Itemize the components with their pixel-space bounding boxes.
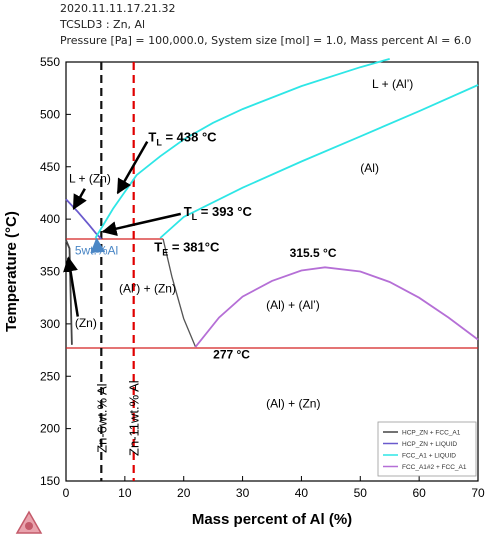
annotation-4: (Zn) (75, 316, 97, 330)
header-conditions: Pressure [Pa] = 100,000.0, System size [… (60, 34, 472, 47)
y-tick-label-7: 500 (40, 107, 60, 121)
annotation-6: (Al) + (Al’) (266, 298, 320, 312)
x-tick-label-2: 20 (177, 486, 191, 500)
temperature-label-2: TE = 381°C (154, 240, 220, 258)
y-tick-label-6: 450 (40, 160, 60, 174)
annotation-10: Zn-6wt.% Al (94, 383, 109, 452)
series-0-line-0 (65, 239, 73, 345)
y-axis-label: Temperature (°C) (3, 211, 20, 332)
arrow-zn-phase (63, 256, 80, 317)
y-tick-label-8: 550 (40, 55, 60, 69)
software-logo (15, 510, 43, 534)
x-axis-label: Mass percent of Al (%) (192, 511, 352, 528)
annotation-8: 277 °C (213, 347, 250, 361)
x-tick-label-5: 50 (354, 486, 368, 500)
x-tick-label-3: 30 (236, 486, 250, 500)
arrow-liquid-zn (72, 188, 87, 210)
series-3-line-0 (194, 266, 479, 348)
y-tick-label-4: 350 (40, 265, 60, 279)
x-tick-label-7: 70 (471, 486, 485, 500)
temperature-label-0: TL = 438 °C (148, 130, 217, 148)
annotation-7: 315.5 °C (290, 246, 337, 260)
arrow-tl438 (116, 140, 149, 195)
boundary-segment-2 (162, 238, 197, 348)
x-tick-label-1: 10 (118, 486, 132, 500)
legend-label-0: HCP_ZN + FCC_A1 (402, 430, 461, 437)
y-tick-label-2: 250 (40, 369, 60, 383)
annotation-2: L + (Zn) (69, 171, 111, 185)
annotation-9: (Al) + (Zn) (266, 397, 320, 411)
series-2-line-1 (159, 84, 479, 239)
x-tick-label-4: 40 (295, 486, 309, 500)
arrow-5wt (90, 237, 106, 254)
x-tick-label-0: 0 (63, 486, 70, 500)
x-tick-label-6: 60 (412, 486, 426, 500)
y-tick-label-0: 150 (40, 474, 60, 488)
legend-label-2: FCC_A1 + LIQUID (402, 453, 456, 460)
annotation-0: L + (Al’) (372, 77, 413, 91)
annotation-11: Zn-11wt.% Al (127, 380, 142, 456)
legend-label-1: HCP_ZN + LIQUID (402, 441, 457, 448)
annotation-1: (Al) (360, 161, 379, 175)
series-1-line-0 (65, 198, 102, 240)
y-tick-label-1: 200 (40, 422, 60, 436)
temperature-label-1: TL = 393 °C (184, 204, 253, 222)
y-tick-label-3: 300 (40, 317, 60, 331)
header-system: TCSLD3 : Zn, Al (60, 18, 146, 31)
header-timestamp: 2020.11.11.17.21.32 (60, 2, 176, 15)
legend-label-3: FCC_A1#2 + FCC_A1 (402, 464, 467, 471)
y-tick-label-5: 400 (40, 212, 60, 226)
annotation-5: (Al’) + (Zn) (119, 281, 176, 295)
arrow-tl393 (101, 212, 182, 236)
